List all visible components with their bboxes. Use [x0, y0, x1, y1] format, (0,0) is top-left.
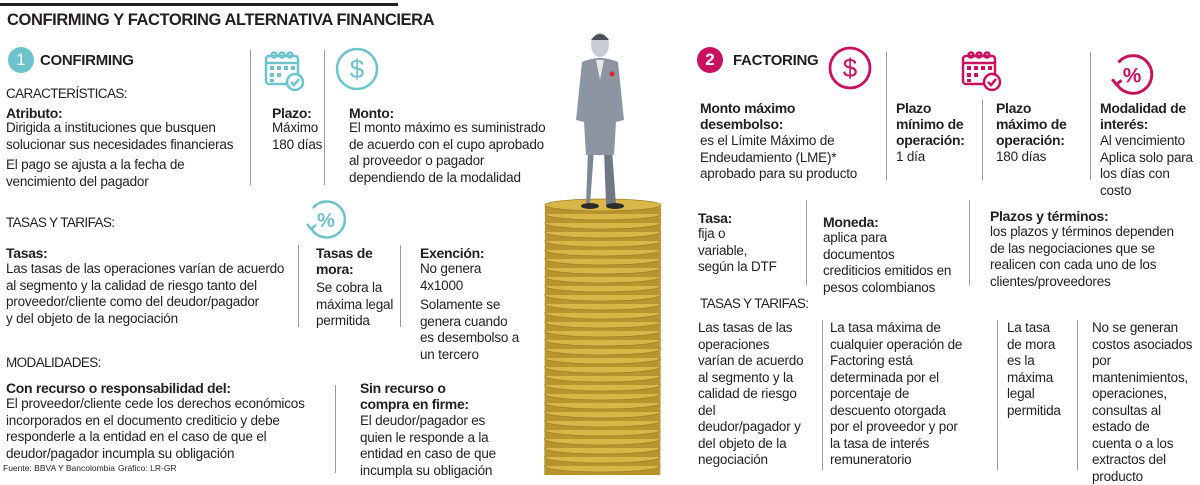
- divider: [400, 245, 401, 327]
- factoring-tasas-col: Las tasas de las operaciones varían de a…: [698, 320, 804, 467]
- mora-text: Se cobra la máxima legal permitida: [316, 280, 394, 328]
- modalidad-interes-text: Al vencimiento Aplica solo para los días…: [1100, 133, 1193, 198]
- plazo-minimo-label: Plazo mínimo de operación:: [896, 100, 965, 148]
- figure-leg: [604, 150, 616, 205]
- figure-shoe: [581, 203, 599, 209]
- divider: [982, 100, 983, 180]
- top-rule: [0, 3, 398, 6]
- section-title-factoring: FACTORING: [733, 52, 819, 69]
- figure-flower: [609, 71, 615, 77]
- monto-text: El monto máximo es suministrado de acuer…: [349, 120, 546, 185]
- plazo-minimo-text: 1 día: [896, 149, 926, 164]
- tasa-text: fija o variable, según la DTF: [698, 226, 777, 274]
- svg-text:%: %: [317, 210, 335, 232]
- exencion-text-2: Solamente se genera cuando es desembolso…: [420, 297, 520, 362]
- moneda-label: Moneda:: [823, 214, 879, 230]
- page-title: CONFIRMING Y FACTORING ALTERNATIVA FINAN…: [7, 11, 435, 29]
- sin-recurso-label: Sin recurso o compra en firme:: [360, 380, 469, 412]
- section-title-confirming: CONFIRMING: [40, 52, 134, 69]
- svg-text:$: $: [350, 54, 365, 84]
- figure-hair: [591, 34, 609, 40]
- footer-source: Fuente: BBVA Y Bancolombia: [3, 463, 115, 473]
- plazo-text: Máximo 180 días: [272, 120, 323, 152]
- factoring-tasas-col: La tasa de mora es la máxima legal permi…: [1007, 320, 1061, 418]
- section-number-2: 2: [697, 47, 723, 73]
- coin: [544, 198, 662, 212]
- tasas-text: Las tasas de las operaciones varían de a…: [6, 261, 285, 326]
- svg-text:%: %: [1123, 64, 1142, 87]
- divider: [250, 50, 251, 185]
- con-recurso-label: Con recurso o responsabilidad del:: [6, 380, 231, 396]
- factoring-tasas-heading: TASAS Y TARIFAS:: [700, 296, 809, 311]
- calendar-check-icon: [264, 51, 305, 92]
- figure-leg: [586, 150, 594, 205]
- exencion-text: No genera 4x1000: [420, 261, 482, 293]
- tasa-label: Tasa:: [698, 210, 733, 226]
- moneda-text: aplica para documentos crediticios emiti…: [823, 230, 952, 295]
- coin-stack-illustration: [543, 33, 662, 475]
- divider: [298, 245, 299, 327]
- svg-text:$: $: [843, 53, 858, 83]
- divider: [997, 320, 998, 470]
- divider: [822, 320, 823, 470]
- plazo-label: Plazo:: [272, 105, 312, 121]
- plazo-maximo-label: Plazo máximo de operación:: [996, 100, 1067, 148]
- modalidades-heading: MODALIDADES:: [6, 355, 101, 370]
- footer-graphic: Gráfico: LR-GR: [118, 463, 177, 473]
- divider: [969, 200, 970, 285]
- tasas-heading: TASAS Y TARIFAS:: [6, 215, 115, 230]
- atributo-label: Atributo:: [6, 105, 63, 121]
- dollar-icon: $: [828, 46, 872, 90]
- dollar-icon: $: [335, 47, 379, 91]
- factoring-tasas-col: La tasa máxima de cualquier operación de…: [830, 320, 963, 467]
- plazo-maximo-text: 180 días: [996, 149, 1047, 164]
- factoring-tasas-col: No se generan costos asociados por mante…: [1092, 320, 1193, 484]
- monto-maximo-label: Monto máximo desembolso:: [700, 100, 796, 132]
- percent-cycle-icon: %: [1111, 54, 1154, 95]
- exencion-label: Exención:: [420, 245, 485, 261]
- divider: [1077, 320, 1078, 470]
- mora-label: Tasas de mora:: [316, 245, 373, 277]
- percent-cycle-icon: %: [306, 200, 347, 239]
- divider: [1090, 52, 1091, 180]
- monto-maximo-text: es el Límite Máximo de Endeudamiento (LM…: [700, 133, 858, 181]
- plazos-terminos-label: Plazos y términos:: [990, 208, 1109, 224]
- atributo-text-2: El pago se ajusta a la fecha de vencimie…: [6, 157, 185, 189]
- divider: [886, 52, 887, 180]
- figure-shoe: [606, 203, 624, 209]
- tasas-label: Tasas:: [6, 245, 48, 261]
- sin-recurso-text: El deudor/pagador es quien le responde a…: [360, 413, 496, 478]
- atributo-text: Dirigida a instituciones que busquen sol…: [6, 120, 234, 152]
- monto-label: Monto:: [349, 105, 394, 121]
- plazos-terminos-text: los plazos y términos dependen de las ne…: [990, 224, 1174, 289]
- calendar-check-icon: [961, 51, 1002, 92]
- figure-body: [576, 58, 624, 155]
- figure-shirt: [596, 60, 604, 80]
- caracteristicas-heading: CARACTERÍSTICAS:: [6, 86, 128, 101]
- modalidad-interes-label: Modalidad de interés:: [1100, 100, 1186, 132]
- divider: [324, 50, 325, 185]
- divider: [806, 200, 807, 285]
- divider: [335, 385, 336, 473]
- con-recurso-text: El proveedor/cliente cede los derechos e…: [6, 396, 305, 461]
- section-number-1: 1: [8, 47, 34, 73]
